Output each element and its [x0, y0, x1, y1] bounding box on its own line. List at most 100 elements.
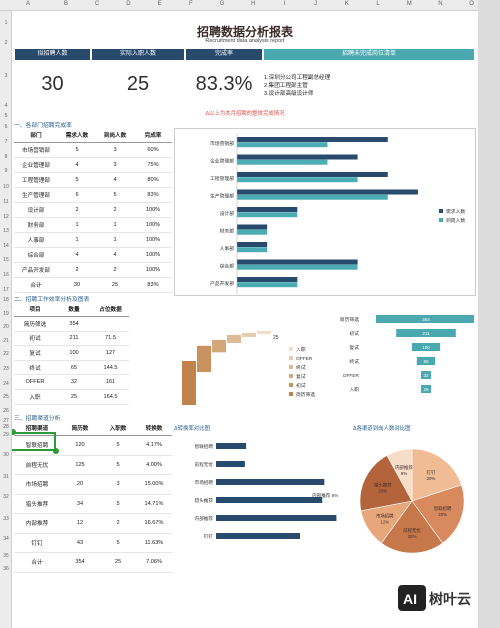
table-cell[interactable]: 内部推荐	[14, 513, 60, 534]
table-cell[interactable]: 生产管理部	[14, 187, 58, 204]
table-cell[interactable]: 15.00%	[136, 474, 172, 495]
table-cell[interactable]: 43	[60, 533, 100, 554]
table-cell[interactable]: 4	[58, 247, 96, 264]
column-letter[interactable]: A	[25, 1, 30, 7]
right-scroll-area[interactable]	[478, 0, 500, 628]
table-cell[interactable]: 2	[58, 262, 96, 279]
table-cell[interactable]: 5	[58, 172, 96, 189]
table-row[interactable]: 市场营销部 5 3 60%	[14, 142, 172, 159]
table-row[interactable]: 前程无忧 125 5 4.00%	[14, 455, 172, 476]
row-number[interactable]: 19	[3, 311, 9, 317]
table-row[interactable]: 合计 354 25 7.06%	[14, 552, 172, 573]
table-cell[interactable]: 人事部	[14, 232, 58, 249]
table-cell[interactable]: 1	[96, 217, 134, 234]
row-number[interactable]: 26	[3, 408, 9, 414]
table-cell[interactable]: 2	[100, 513, 136, 534]
selection-handle[interactable]	[53, 448, 59, 454]
table-cell[interactable]: 1	[58, 232, 96, 249]
table-row[interactable]: 产品开发部 2 2 100%	[14, 262, 172, 279]
table-cell[interactable]: 终试	[14, 360, 56, 376]
table-row[interactable]: 入职 25 164.5	[14, 389, 129, 405]
table-cell[interactable]: 3	[96, 157, 134, 174]
table-cell[interactable]: 100%	[134, 247, 172, 264]
row-number[interactable]: 32	[3, 494, 9, 500]
table-cell[interactable]: 1	[58, 217, 96, 234]
column-letter[interactable]: J	[314, 1, 318, 7]
table-cell[interactable]: 11.63%	[136, 533, 172, 554]
table-cell[interactable]: 4.00%	[136, 455, 172, 476]
table-cell[interactable]: 4.17%	[136, 435, 172, 456]
table-row[interactable]: 人事部 1 1 100%	[14, 232, 172, 249]
table-cell[interactable]: 5	[96, 187, 134, 204]
column-letter[interactable]: O	[469, 1, 474, 7]
table-cell[interactable]: 简历筛选	[14, 316, 56, 332]
table-cell[interactable]: 16.67%	[136, 513, 172, 534]
row-number[interactable]: 30	[3, 452, 9, 458]
table-cell[interactable]: 65	[56, 360, 92, 376]
table-cell[interactable]: 75%	[134, 157, 172, 174]
table-cell[interactable]: 100%	[134, 217, 172, 234]
table-row[interactable]: 企业管理部 4 3 75%	[14, 157, 172, 174]
row-number[interactable]: 25	[3, 394, 9, 400]
row-number[interactable]: 3	[4, 73, 8, 79]
table-row[interactable]: OFFER 32 161	[14, 374, 129, 391]
column-letter[interactable]: M	[406, 1, 412, 7]
row-number[interactable]: 22	[3, 351, 9, 357]
row-number[interactable]: 9	[4, 168, 8, 174]
table-cell[interactable]: 34	[60, 494, 100, 515]
table-cell[interactable]: 60%	[134, 142, 172, 159]
table-cell[interactable]: 30	[58, 277, 96, 294]
table-cell[interactable]: OFFER	[14, 374, 56, 391]
table-cell[interactable]: 猎头推荐	[14, 494, 60, 515]
row-number[interactable]: 31	[3, 474, 9, 480]
column-letter[interactable]: E	[157, 1, 162, 7]
table-cell[interactable]: 83%	[134, 187, 172, 204]
row-number[interactable]: 18	[3, 297, 9, 303]
row-number[interactable]: 20	[3, 324, 9, 330]
spreadsheet-canvas[interactable]: 招聘数据分析报表 Recruitment data analysis repor…	[12, 11, 478, 628]
table-cell[interactable]: 144.5	[92, 360, 129, 376]
table-cell[interactable]: 211	[56, 331, 92, 347]
table-cell[interactable]: 2	[96, 262, 134, 279]
table-cell[interactable]: 164.5	[92, 389, 129, 405]
table-cell[interactable]: 12	[60, 513, 100, 534]
table-cell[interactable]: 市场招聘	[14, 474, 60, 495]
row-number[interactable]: 15	[3, 257, 9, 263]
row-number[interactable]: 21	[3, 338, 9, 344]
column-letter[interactable]: I	[283, 1, 286, 7]
table-cell[interactable]: 25	[96, 277, 134, 294]
table-cell[interactable]: 20	[60, 474, 100, 495]
funnel-chart[interactable]: 354 简历筛选 211 初试 100 复试 65 终试 32 OFFER 25 入职	[334, 311, 474, 401]
selection-handle[interactable]	[12, 429, 16, 435]
row-number[interactable]: 34	[3, 536, 9, 542]
column-letter[interactable]: G	[219, 1, 225, 7]
table-row[interactable]: 复试 100 127	[14, 345, 129, 361]
row-number[interactable]: 16	[3, 272, 9, 278]
column-letter[interactable]: C	[95, 1, 100, 7]
table-row[interactable]: 市场招聘 20 3 15.00%	[14, 474, 172, 495]
table-cell[interactable]: 14.71%	[136, 494, 172, 515]
table-cell[interactable]: 工程管理部	[14, 172, 58, 189]
table-cell[interactable]: 1	[96, 232, 134, 249]
column-letter[interactable]: N	[438, 1, 443, 7]
table-cell[interactable]: 100	[56, 345, 92, 361]
table-row[interactable]: 合计 30 25 83%	[14, 277, 172, 294]
table-cell[interactable]: 83%	[134, 277, 172, 294]
row-number[interactable]: 4	[4, 103, 8, 109]
table-cell[interactable]: 100%	[134, 202, 172, 219]
table-cell[interactable]: 钉钉	[14, 533, 60, 554]
table-cell[interactable]: 5	[100, 455, 136, 476]
row-number[interactable]: 33	[3, 516, 9, 522]
row-number[interactable]: 6	[4, 124, 8, 130]
table-cell[interactable]: 设计部	[14, 202, 58, 219]
column-letter[interactable]: D	[126, 1, 131, 7]
table-cell[interactable]: 企业管理部	[14, 157, 58, 174]
table-cell[interactable]: 产品开发部	[14, 262, 58, 279]
table-cell[interactable]: 100%	[134, 262, 172, 279]
table-cell[interactable]: 5	[100, 494, 136, 515]
row-number[interactable]: 1	[4, 20, 8, 26]
row-number[interactable]: 23	[3, 366, 9, 372]
table-cell[interactable]: 71.5	[92, 331, 129, 347]
